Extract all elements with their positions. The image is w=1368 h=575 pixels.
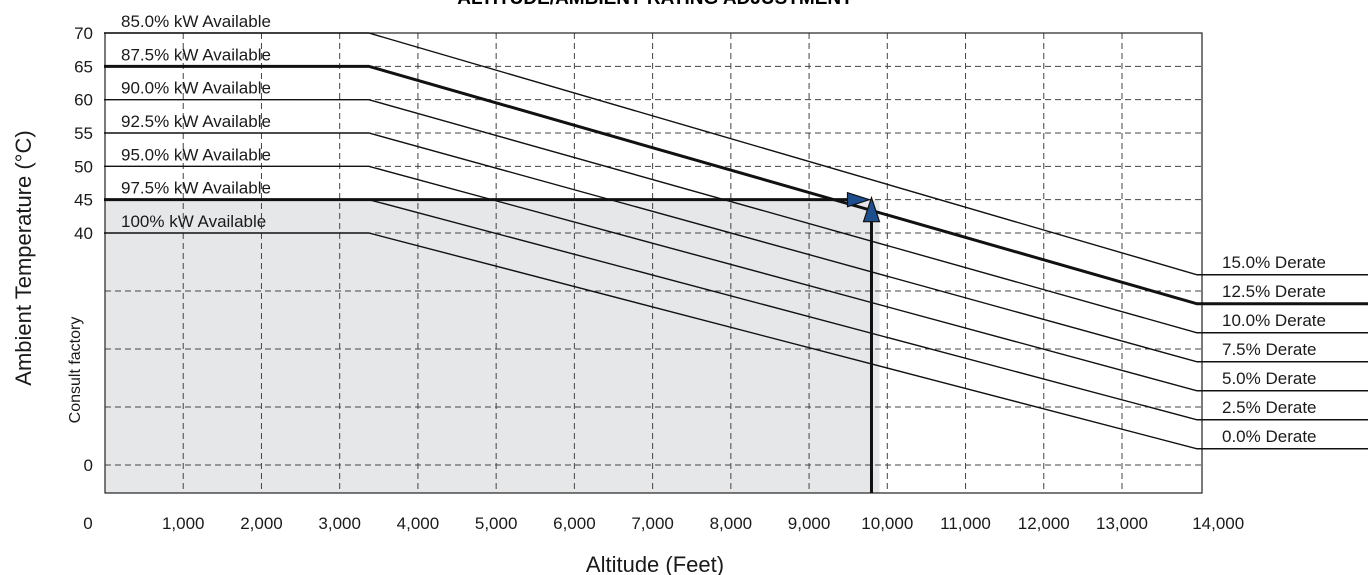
x-axis-title: Altitude (Feet) <box>586 552 724 575</box>
derate-label: 15.0% Derate <box>1222 253 1326 272</box>
derate-line <box>104 132 1368 363</box>
y-tick-label: 70 <box>74 24 93 43</box>
derate-labels: 15.0% Derate 12.5% Derate 10.0% Derate 7.5%… <box>1222 253 1326 446</box>
kw-available-label: 85.0% kW Available <box>121 12 271 31</box>
y-tick-label: 40 <box>74 224 93 243</box>
derate-label: 7.5% Derate <box>1222 340 1317 359</box>
chart-title: ALTITUDE/AMBIENT RATING ADJUSTMENT <box>457 0 853 9</box>
derate-label: 2.5% Derate <box>1222 398 1317 417</box>
derate-label: 10.0% Derate <box>1222 311 1326 330</box>
kw-available-label: 92.5% kW Available <box>121 112 271 131</box>
y-tick-label: 60 <box>74 91 93 110</box>
x-tick-label: 9,000 <box>788 514 831 533</box>
x-tick-label: 7,000 <box>631 514 674 533</box>
kw-available-label: 100% kW Available <box>121 212 266 231</box>
y-tick-label: 0 <box>84 456 93 475</box>
kw-available-label: 95.0% kW Available <box>121 145 271 164</box>
kw-available-label: 87.5% kW Available <box>121 45 271 64</box>
x-tick-label: 10,000 <box>861 514 913 533</box>
x-tick-label: 11,000 <box>940 514 991 533</box>
operating-region-shade <box>105 199 880 493</box>
x-tick-label: 4,000 <box>397 514 440 533</box>
x-tick-label: 12,000 <box>1018 514 1070 533</box>
derate-label: 5.0% Derate <box>1222 369 1317 388</box>
x-tick-label: 3,000 <box>318 514 361 533</box>
plot-border <box>104 32 1203 494</box>
derate-line <box>104 165 1368 392</box>
derate-label: 0.0% Derate <box>1222 427 1317 446</box>
derate-line <box>104 232 1368 450</box>
consult-factory-note: Consult factory <box>67 317 84 424</box>
x-tick-label: 2,000 <box>240 514 283 533</box>
x-tick-label: 13,000 <box>1096 514 1148 533</box>
kw-available-label: 97.5% kW Available <box>121 179 271 198</box>
derate-line <box>104 98 1368 334</box>
y-tick-label: 50 <box>74 157 93 176</box>
shaded-region <box>105 199 880 493</box>
plot-frame <box>104 32 1203 494</box>
vertical-arrowhead <box>862 195 881 223</box>
example-arrows <box>104 191 881 493</box>
derate-lines <box>104 32 1368 450</box>
x-tick-label: 6,000 <box>553 514 596 533</box>
kw-available-label: 90.0% kW Available <box>121 79 271 98</box>
x-tick-label: 1,000 <box>162 514 205 533</box>
x-tick-label: 14,000 <box>1192 514 1244 533</box>
y-tick-label: 65 <box>74 57 93 76</box>
derate-line <box>104 64 1368 306</box>
y-axis-ticks: 70 65 60 55 50 45 40 0 <box>74 24 93 475</box>
y-tick-label: 55 <box>74 124 93 143</box>
kw-available-labels: 85.0% kW Available 87.5% kW Available 90.0… <box>121 12 271 231</box>
y-tick-label: 45 <box>74 191 93 210</box>
derate-label: 12.5% Derate <box>1222 282 1326 301</box>
y-axis-title: Ambient Temperature (°C) <box>11 130 36 385</box>
x-tick-label: 0 <box>83 514 92 533</box>
horizontal-arrowhead <box>846 191 872 208</box>
x-tick-label: 5,000 <box>475 514 518 533</box>
derate-line <box>104 32 1368 276</box>
x-tick-label: 8,000 <box>710 514 753 533</box>
x-axis-ticks: 0 1,000 2,000 3,000 4,000 5,000 6,000 7,000 8,00… <box>83 514 1244 533</box>
